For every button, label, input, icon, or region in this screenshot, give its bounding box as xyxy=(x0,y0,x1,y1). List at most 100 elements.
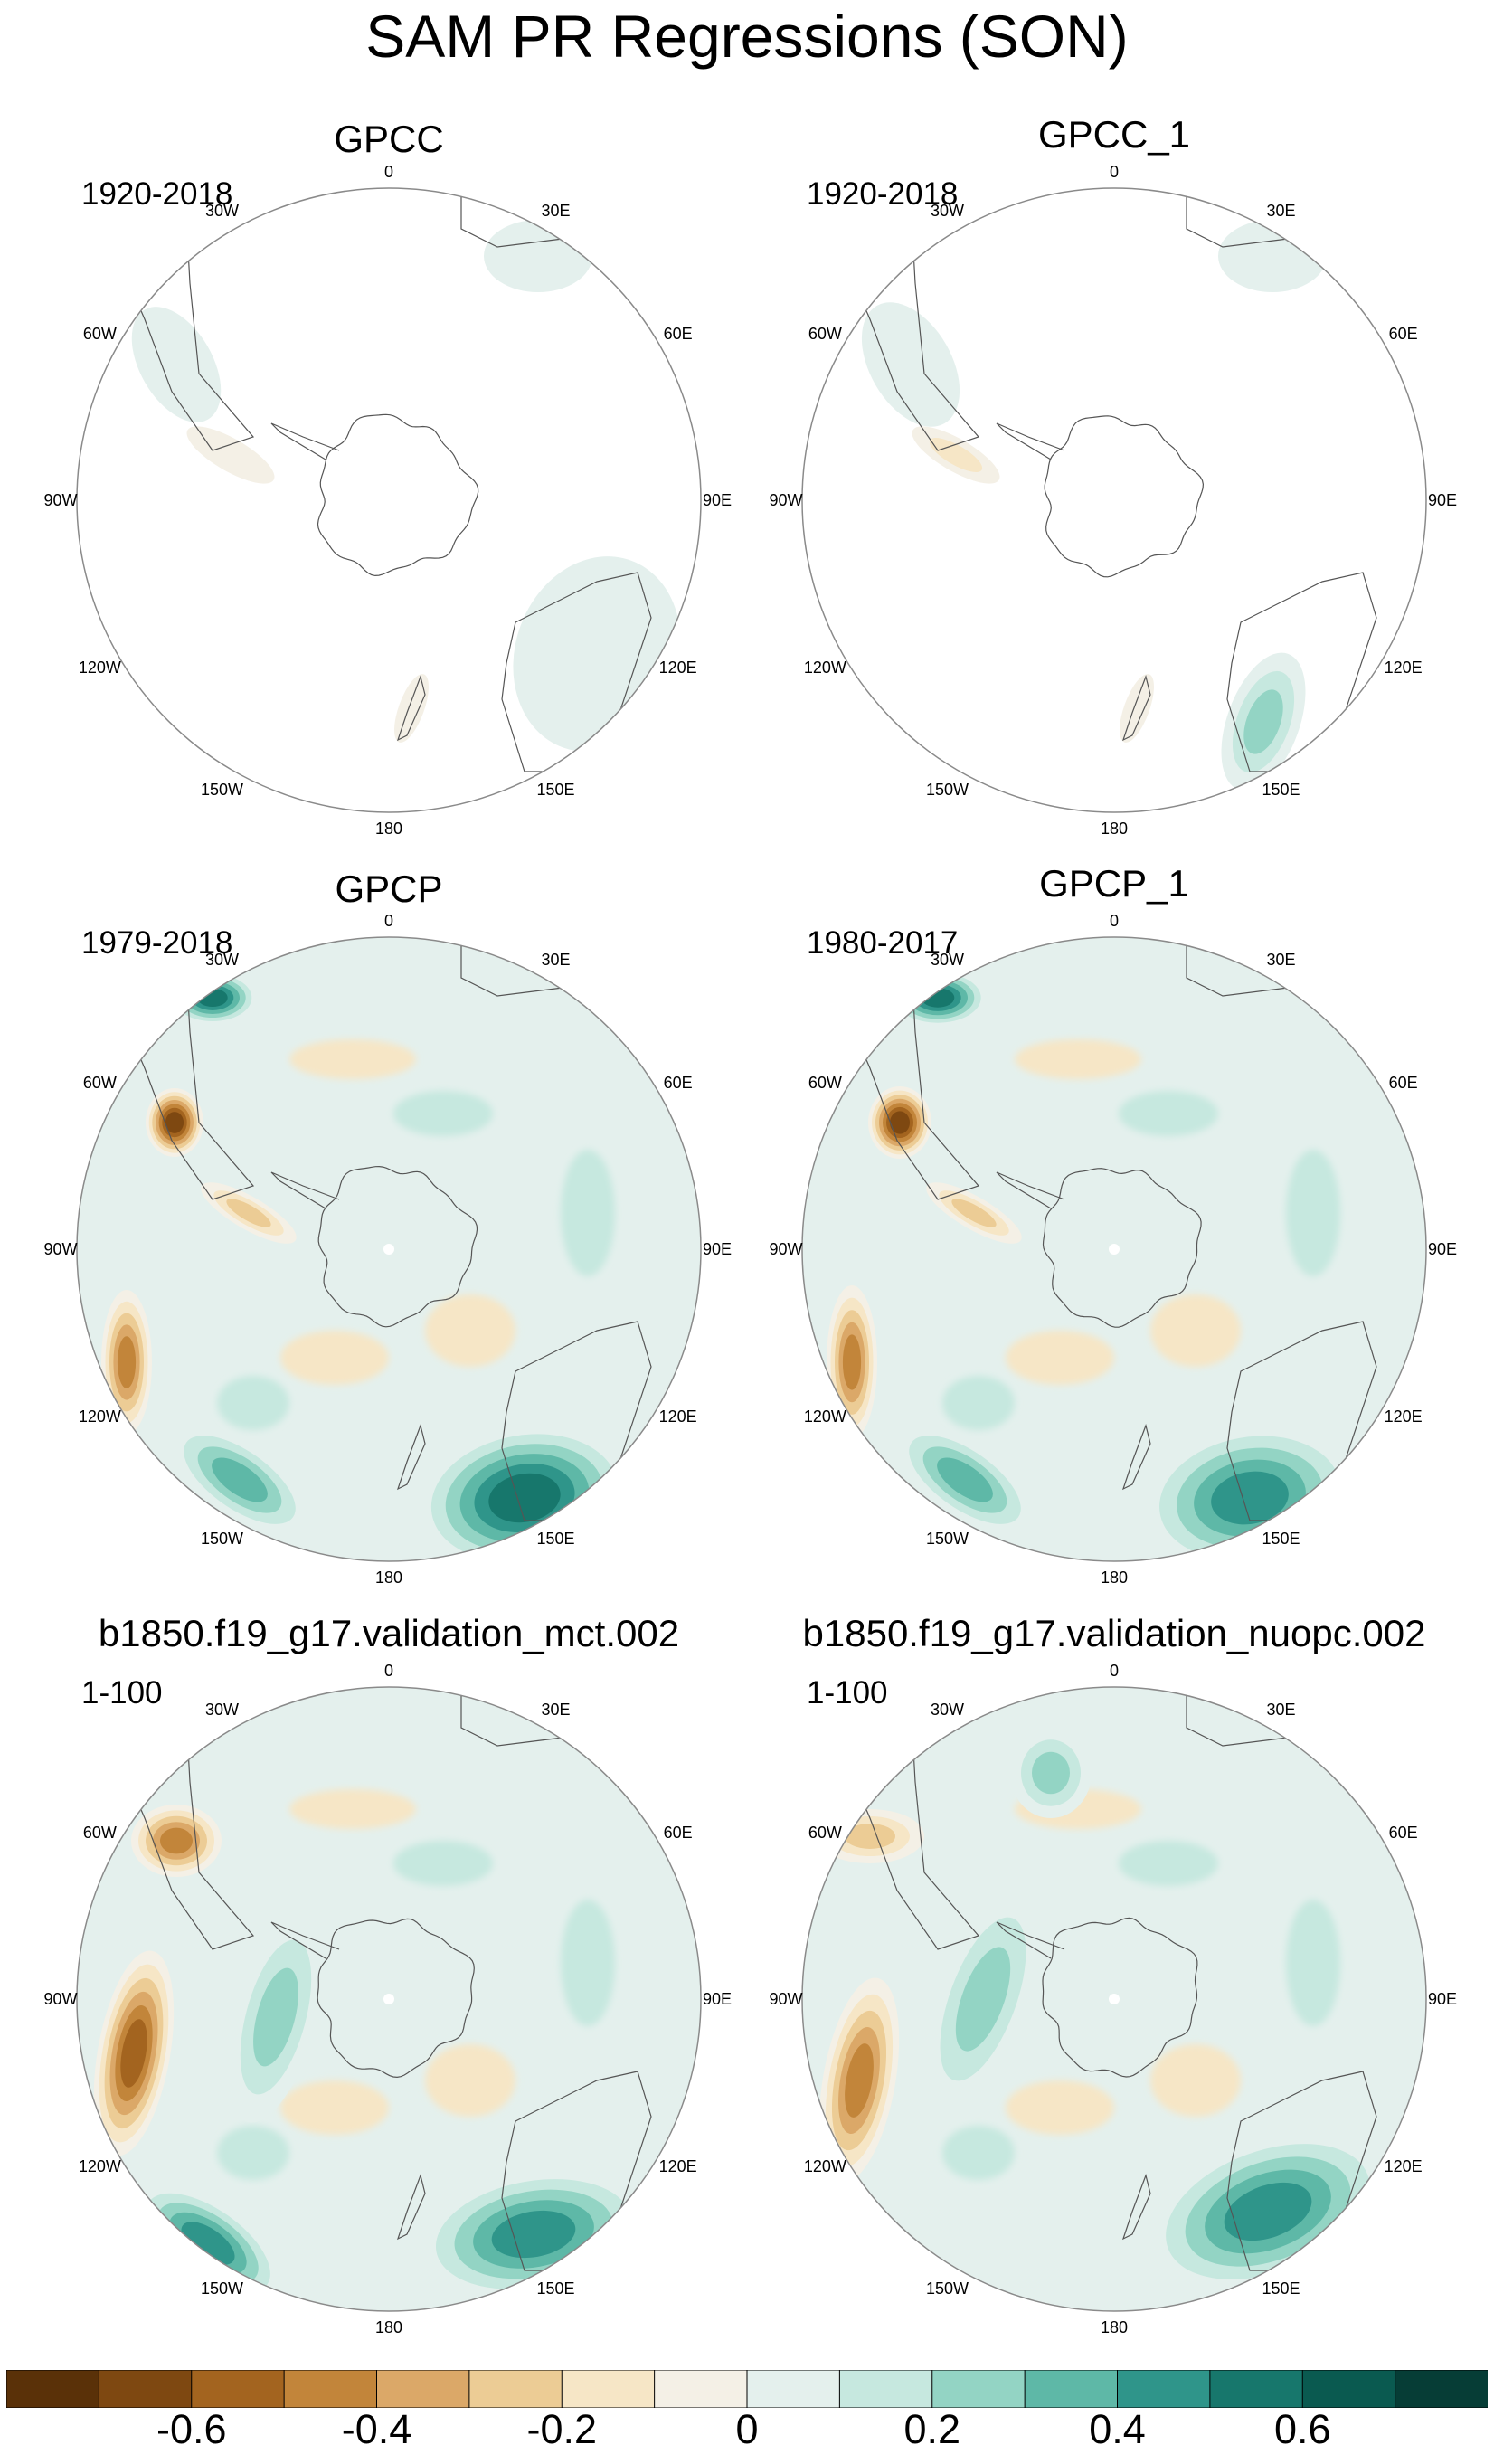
feature-blob xyxy=(131,307,222,422)
polar-map xyxy=(801,936,1427,1562)
peninsula-coastline xyxy=(996,1921,1065,1959)
polar-map xyxy=(76,936,702,1562)
longitude-label: 0 xyxy=(1109,1662,1120,1680)
colorbar-swatch xyxy=(191,2370,286,2408)
contour-level xyxy=(861,302,960,427)
longitude-label: 60W xyxy=(82,1823,117,1842)
feature-blob xyxy=(924,1887,1042,2111)
longitude-label: 30E xyxy=(541,202,571,221)
feature-blob xyxy=(1221,652,1306,791)
contour-level xyxy=(212,1457,268,1502)
longitude-label: 60W xyxy=(82,1073,117,1092)
longitude-label: 30W xyxy=(930,951,965,970)
south-america-coastline xyxy=(117,1700,255,1950)
longitude-label: 60E xyxy=(663,1823,693,1842)
longitude-label: 60E xyxy=(1388,324,1418,343)
texture-patch xyxy=(1006,1331,1114,1385)
longitude-label: 0 xyxy=(383,1662,394,1680)
feature-blob xyxy=(894,1424,1035,1536)
colorbar-swatch xyxy=(931,2370,1026,2408)
longitude-label: 120W xyxy=(803,2156,846,2175)
panel-period: 1979-2018 xyxy=(81,925,233,961)
pole-marker xyxy=(383,1994,394,2004)
longitude-label: 30E xyxy=(1266,951,1296,970)
longitude-label: 150W xyxy=(200,780,244,799)
longitude-label: 180 xyxy=(374,2318,403,2336)
longitude-label: 60W xyxy=(808,324,842,343)
longitude-label: 150W xyxy=(925,780,969,799)
texture-patch xyxy=(280,1331,389,1385)
longitude-label: 90E xyxy=(1427,1990,1458,2008)
longitude-label: 60W xyxy=(808,1823,842,1842)
pole-marker xyxy=(1109,1244,1120,1255)
texture-patch xyxy=(393,1841,493,1886)
map-border xyxy=(801,936,1427,1562)
texture-patch xyxy=(425,2044,515,2117)
longitude-label: 150E xyxy=(536,780,575,799)
feature-blob xyxy=(169,1424,310,1536)
contour-level xyxy=(842,1334,862,1390)
texture-patch xyxy=(561,1150,615,1276)
longitude-label: 120E xyxy=(658,658,697,677)
longitude-label: 60W xyxy=(82,324,117,343)
contour-level xyxy=(165,1112,184,1133)
chart-title: SAM PR Regressions (SON) xyxy=(365,3,1129,70)
longitude-label: 0 xyxy=(1109,912,1120,930)
contour-level xyxy=(491,2210,576,2259)
peninsula-coastline xyxy=(270,1171,340,1209)
texture-patch xyxy=(393,1091,493,1136)
feature-blob xyxy=(1010,1728,1092,1818)
panel-period: 1920-2018 xyxy=(81,176,233,212)
south-america-coastline xyxy=(117,201,255,451)
longitude-label: 120E xyxy=(658,1407,697,1426)
contour-level xyxy=(1211,1471,1289,1525)
australia-coastline xyxy=(1226,572,1377,772)
longitude-label: 30W xyxy=(204,202,240,221)
texture-patch xyxy=(561,1900,615,2026)
longitude-label: 90W xyxy=(43,1990,78,2008)
new-zealand-coastline xyxy=(396,674,426,742)
colorbar-swatch xyxy=(1117,2370,1211,2408)
longitude-label: 90W xyxy=(769,1240,803,1258)
south-america-coastline xyxy=(842,1700,980,1950)
antarctica-coastline xyxy=(1044,415,1205,578)
feature-blob xyxy=(861,302,960,427)
longitude-label: 30E xyxy=(541,1701,571,1720)
antarctica-coastline xyxy=(317,1165,478,1328)
longitude-label: 90E xyxy=(702,1240,733,1258)
peninsula-coastline xyxy=(996,422,1065,460)
longitude-label: 90E xyxy=(1427,491,1458,509)
contour-level xyxy=(1032,1751,1070,1795)
map-border xyxy=(801,187,1427,813)
longitude-label: 90W xyxy=(769,1990,803,2008)
contour-level xyxy=(937,1457,993,1502)
panel-period: 1980-2017 xyxy=(807,925,959,961)
contour-level xyxy=(186,426,275,484)
new-zealand-coastline xyxy=(1121,674,1151,742)
longitude-label: 150E xyxy=(1262,780,1300,799)
colorbar-swatch xyxy=(838,2370,933,2408)
longitude-label: 150E xyxy=(1262,1529,1300,1548)
contour-level xyxy=(1243,689,1283,754)
feature-blob xyxy=(186,426,275,484)
contour-level xyxy=(845,1824,895,1849)
longitude-label: 90E xyxy=(702,1990,733,2008)
contour-level xyxy=(1224,2182,1312,2241)
longitude-label: 180 xyxy=(1100,2318,1129,2336)
colorbar-swatch xyxy=(1301,2370,1396,2408)
feature-blob xyxy=(146,1088,203,1157)
colorbar xyxy=(6,2370,1488,2408)
texture-patch xyxy=(280,2080,389,2135)
antarctica-coastline xyxy=(317,1918,475,2079)
panel-period: 1-100 xyxy=(81,1675,163,1711)
colorbar-swatch xyxy=(468,2370,563,2408)
feature-blob xyxy=(818,1977,900,2184)
colorbar-tick-label: 0 xyxy=(735,2406,759,2452)
colorbar-tick-label: -0.2 xyxy=(526,2406,598,2452)
colorbar-tick-label: 0.6 xyxy=(1274,2406,1331,2452)
contour-level xyxy=(160,1827,193,1854)
contour-level xyxy=(117,1336,137,1388)
longitude-label: 30W xyxy=(204,951,240,970)
colorbar-tick-label: -0.4 xyxy=(341,2406,412,2452)
colorbar-swatch xyxy=(1024,2370,1119,2408)
